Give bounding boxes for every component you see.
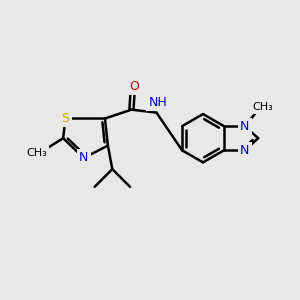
- Text: N: N: [79, 152, 88, 164]
- Text: S: S: [61, 112, 70, 125]
- Text: NH: NH: [148, 96, 167, 109]
- Text: CH₃: CH₃: [26, 148, 47, 158]
- Text: CH₃: CH₃: [252, 102, 273, 112]
- Text: N: N: [240, 144, 250, 157]
- Text: N: N: [240, 120, 250, 133]
- Text: O: O: [130, 80, 139, 93]
